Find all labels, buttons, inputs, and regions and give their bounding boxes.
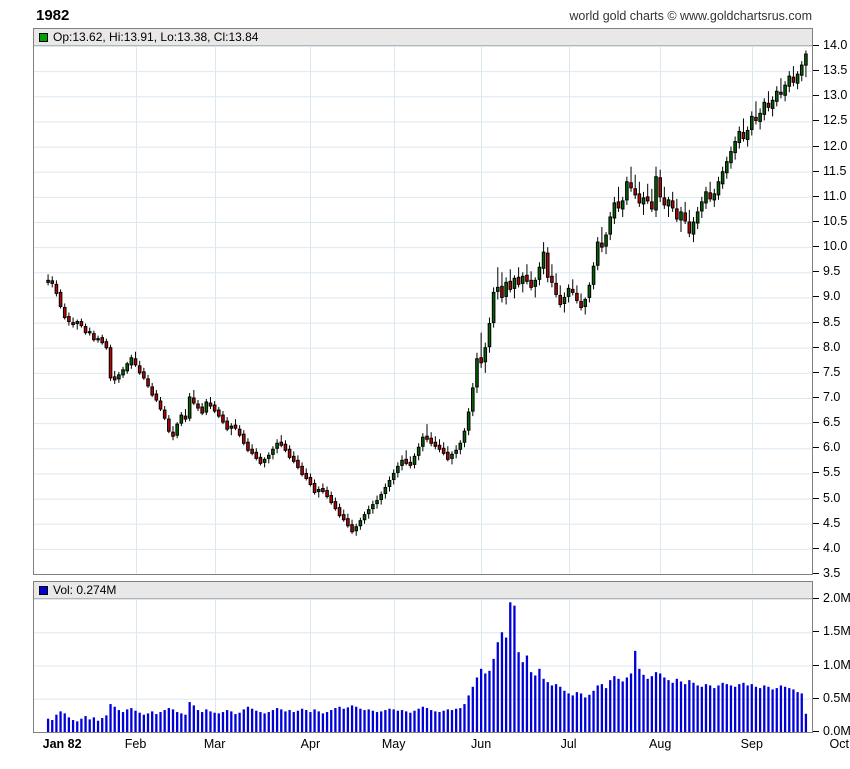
volume-axis-tick bbox=[813, 698, 819, 699]
price-axis-tick bbox=[813, 372, 819, 373]
volume-axis-label: 0.5M bbox=[823, 690, 850, 705]
x-axis-label-apr: Apr bbox=[300, 737, 321, 751]
price-axis-tick bbox=[813, 70, 819, 71]
price-chart-panel[interactable]: Op:13.62, Hi:13.91, Lo:13.38, Cl:13.84 bbox=[33, 28, 813, 575]
price-axis-label: 3.5 bbox=[823, 565, 841, 580]
price-legend-swatch-icon bbox=[39, 32, 48, 42]
x-axis-label-mar: Mar bbox=[203, 737, 226, 751]
volume-gridlines bbox=[34, 599, 812, 732]
x-axis-label-aug: Aug bbox=[649, 737, 672, 751]
price-axis-label: 7.5 bbox=[823, 364, 841, 379]
volume-y-axis: 2.0M 1.5M 1.0M 0.5M 0.0M bbox=[813, 581, 850, 737]
price-axis-label: 12.0 bbox=[823, 138, 848, 153]
price-axis-tick bbox=[813, 397, 819, 398]
price-axis-label: 6.0 bbox=[823, 440, 841, 455]
price-legend-bar: Op:13.62, Hi:13.91, Lo:13.38, Cl:13.84 bbox=[34, 29, 812, 46]
price-axis-tick bbox=[813, 120, 819, 121]
price-axis-label: 5.5 bbox=[823, 465, 841, 480]
x-axis-label-sep: Sep bbox=[740, 737, 763, 751]
x-axis-label-jun: Jun bbox=[471, 737, 492, 751]
price-axis-tick bbox=[813, 472, 819, 473]
price-axis-tick bbox=[813, 196, 819, 197]
price-legend-label: Op:13.62, Hi:13.91, Lo:13.38, Cl:13.84 bbox=[53, 30, 259, 44]
price-axis-tick bbox=[813, 45, 819, 46]
price-axis-label: 5.0 bbox=[823, 490, 841, 505]
price-axis-tick bbox=[813, 422, 819, 423]
price-axis-label: 13.5 bbox=[823, 62, 848, 77]
price-axis-label: 10.5 bbox=[823, 213, 848, 228]
volume-axis-tick bbox=[813, 631, 819, 632]
price-axis-tick bbox=[813, 221, 819, 222]
attribution-text: world gold charts © www.goldchartsrus.co… bbox=[569, 9, 812, 23]
x-axis-label-oct: Oct bbox=[829, 737, 849, 751]
volume-axis-label: 2.0M bbox=[823, 590, 850, 605]
price-axis-tick bbox=[813, 246, 819, 247]
x-axis-label-jul: Jul bbox=[560, 737, 577, 751]
price-axis-label: 4.0 bbox=[823, 540, 841, 555]
volume-axis-tick bbox=[813, 598, 819, 599]
volume-bar-series bbox=[46, 602, 808, 732]
price-axis-label: 14.0 bbox=[823, 37, 848, 52]
x-axis-label-jan-82: Jan 82 bbox=[42, 737, 82, 751]
volume-chart-panel[interactable]: Vol: 0.274M bbox=[33, 581, 813, 733]
volume-plot-area[interactable] bbox=[34, 599, 812, 732]
price-axis-tick bbox=[813, 322, 819, 323]
price-axis-label: 9.0 bbox=[823, 289, 841, 304]
price-axis-tick bbox=[813, 146, 819, 147]
x-axis-label-may: May bbox=[381, 737, 406, 751]
price-axis-tick bbox=[813, 271, 819, 272]
page-title: 1982 bbox=[36, 7, 70, 24]
volume-axis-label: 1.5M bbox=[823, 624, 850, 638]
price-axis-label: 9.5 bbox=[823, 264, 841, 279]
price-axis-label: 11.0 bbox=[823, 188, 847, 203]
price-axis-tick bbox=[813, 447, 819, 448]
x-axis-month-labels: Jan 82FebMarAprMayJunJulAugSepOctNovDec bbox=[0, 733, 850, 759]
price-axis-label: 8.5 bbox=[823, 314, 841, 329]
price-axis-label: 12.5 bbox=[823, 113, 848, 128]
price-plot-area[interactable] bbox=[34, 46, 812, 574]
price-axis-tick bbox=[813, 95, 819, 96]
volume-axis-label: 0.0M bbox=[823, 723, 850, 738]
price-axis-tick bbox=[813, 296, 819, 297]
volume-axis-tick bbox=[813, 731, 819, 732]
price-axis-label: 8.0 bbox=[823, 339, 841, 354]
volume-axis-label: 1.0M bbox=[823, 657, 850, 672]
volume-legend-bar: Vol: 0.274M bbox=[34, 582, 812, 599]
price-axis-label: 11.5 bbox=[823, 163, 847, 178]
x-axis-label-feb: Feb bbox=[124, 737, 147, 751]
price-y-axis: 14.0 13.5 13.0 12.5 12.0 11.5 11.0 10.5 10.0 9.5 9… bbox=[813, 28, 850, 579]
volume-legend-swatch-icon bbox=[39, 585, 48, 595]
price-axis-tick bbox=[813, 548, 819, 549]
price-axis-tick bbox=[813, 573, 819, 574]
price-axis-tick bbox=[813, 523, 819, 524]
price-gridlines bbox=[34, 46, 812, 574]
price-axis-label: 4.5 bbox=[823, 515, 841, 530]
volume-legend-label: Vol: 0.274M bbox=[53, 583, 117, 597]
price-axis-tick bbox=[813, 347, 819, 348]
price-axis-tick bbox=[813, 498, 819, 499]
chart-header: 1982 world gold charts © www.goldchartsr… bbox=[0, 0, 850, 28]
price-axis-label: 6.5 bbox=[823, 414, 841, 429]
price-axis-label: 13.0 bbox=[823, 88, 848, 103]
price-axis-tick bbox=[813, 171, 819, 172]
price-axis-label: 7.0 bbox=[823, 389, 841, 404]
price-axis-label: 10.0 bbox=[823, 238, 848, 253]
volume-axis-tick bbox=[813, 665, 819, 666]
candlestick-series bbox=[46, 50, 808, 536]
